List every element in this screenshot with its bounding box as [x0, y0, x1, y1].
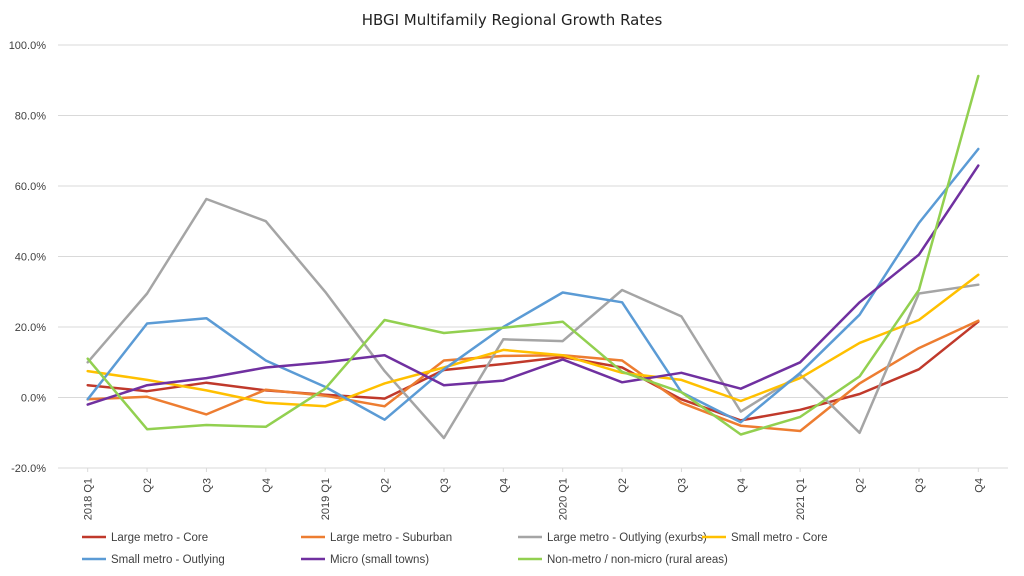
legend-label: Micro (small towns) [330, 554, 429, 566]
legend-label: Large metro - Outlying (exurbs) [547, 532, 707, 544]
x-tick-label: Q4 [261, 478, 273, 493]
series-line-5 [86, 164, 980, 406]
x-tick-label: Q4 [736, 478, 748, 493]
x-tick-label: 2020 Q1 [558, 478, 570, 520]
x-tick-label: 2021 Q1 [795, 478, 807, 520]
series-line-2 [86, 197, 980, 440]
series-line-1 [86, 319, 980, 433]
x-tick-label: Q3 [914, 478, 926, 493]
x-tick-label: Q4 [498, 478, 510, 493]
series-line-4 [86, 147, 980, 424]
series-line-3 [86, 273, 980, 408]
series-lines [86, 74, 980, 440]
y-tick-label: 40.0% [15, 252, 46, 264]
y-tick-label: 60.0% [15, 181, 46, 193]
x-tick-label: Q2 [380, 478, 392, 493]
x-tick-label: Q3 [676, 478, 688, 493]
series-line-6 [86, 74, 980, 436]
gridlines [58, 44, 1008, 469]
x-tick-label: Q4 [973, 478, 985, 493]
y-tick-label: -20.0% [11, 463, 46, 475]
x-tick-label: Q2 [617, 478, 629, 493]
x-tick-label: Q2 [855, 478, 867, 493]
legend-label: Small metro - Core [731, 532, 828, 544]
y-tick-label: 80.0% [15, 111, 46, 123]
chart-title: HBGI Multifamily Regional Growth Rates [362, 11, 663, 29]
x-tick-label: 2018 Q1 [83, 478, 95, 520]
legend-label: Non-metro / non-micro (rural areas) [547, 554, 728, 566]
series-line-0 [86, 320, 980, 422]
x-tick-label: Q2 [142, 478, 154, 493]
y-tick-label: 0.0% [21, 393, 46, 405]
x-tick-label: Q3 [201, 478, 213, 493]
legend-label: Small metro - Outlying [111, 554, 225, 566]
x-tick-label: 2019 Q1 [320, 478, 332, 520]
legend-label: Large metro - Core [111, 532, 208, 544]
legend: Large metro - Core Large metro - Suburban… [82, 532, 828, 566]
y-tick-label: 20.0% [15, 322, 46, 334]
y-tick-label: 100.0% [9, 40, 47, 52]
x-axis-ticks: 2018 Q1 Q2 Q3 Q4 2019 Q1 Q2 Q3 Q4 2020 Q1 Q2 Q3 Q4 2… [83, 468, 985, 520]
legend-label: Large metro - Suburban [330, 532, 452, 544]
y-axis-ticks: 100.0% 80.0% 60.0% 40.0% 20.0% 0.0% -20.0% [9, 40, 47, 475]
x-tick-label: Q3 [439, 478, 451, 493]
